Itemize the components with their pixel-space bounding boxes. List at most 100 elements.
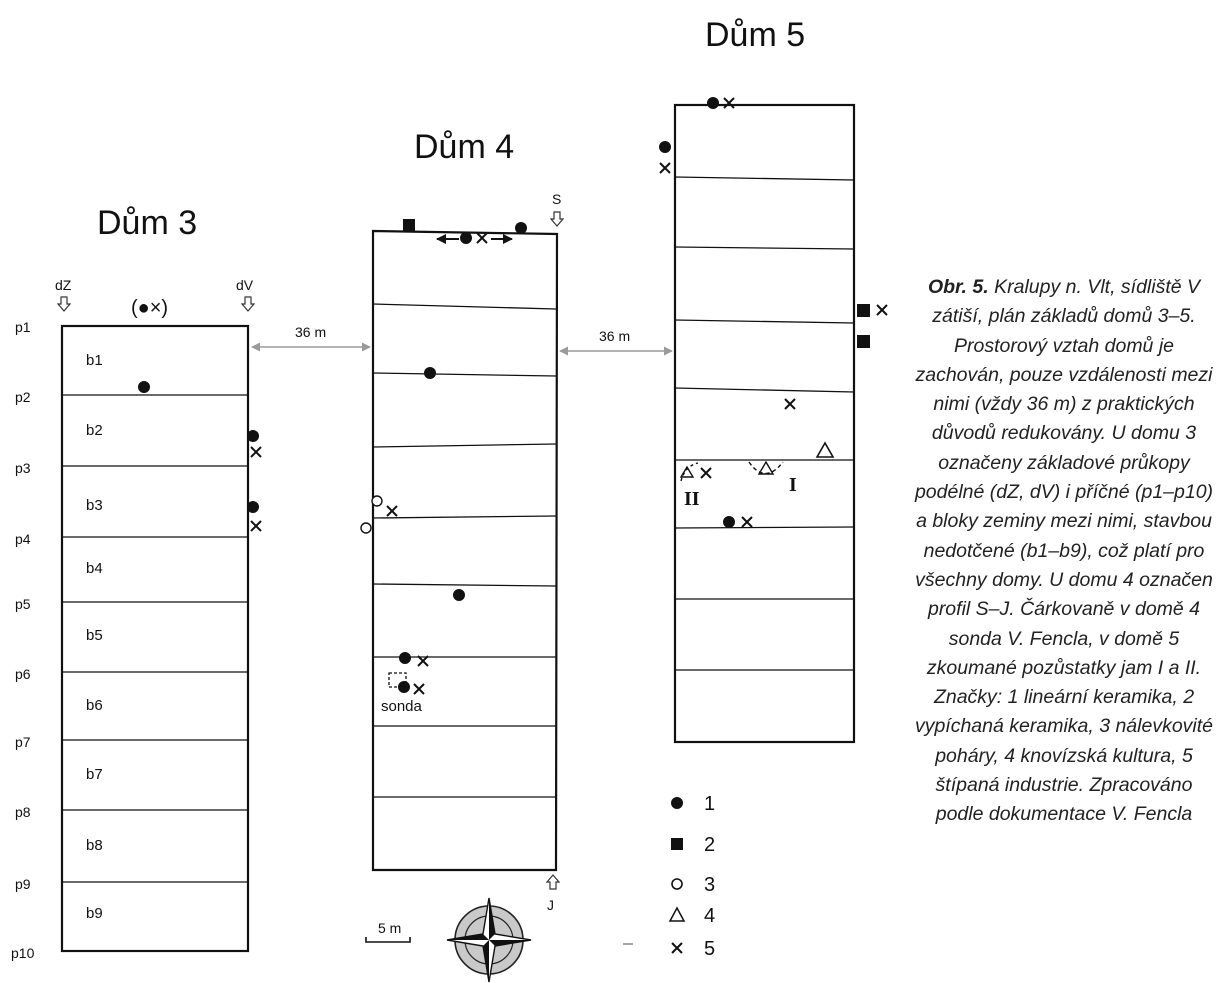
block-label: b2 — [86, 422, 103, 439]
house-5: Dům 5 — [659, 16, 888, 744]
caption-label: Obr. 5. — [927, 276, 989, 298]
filled-circle-icon — [399, 652, 411, 664]
trench-label: p6 — [15, 666, 31, 682]
filled-circle-icon — [671, 797, 683, 809]
caption-text: Kralupy n. Vlt, sídliště V zátiší, plán … — [914, 276, 1214, 826]
compass-icon — [446, 897, 532, 983]
filled-circle-icon — [460, 232, 472, 244]
trench-label: p8 — [15, 804, 31, 820]
legend-label: 2 — [704, 834, 715, 856]
legend-label: 1 — [704, 793, 715, 815]
filled-circle-icon — [659, 141, 671, 153]
house-5-finds — [659, 97, 888, 528]
cross-icon — [250, 520, 262, 532]
house-5-title: Dům 5 — [705, 16, 805, 54]
figure-caption: Obr. 5. Kralupy n. Vlt, sídliště V zátiš… — [910, 273, 1218, 830]
house-4-title: Dům 4 — [414, 128, 514, 166]
open-circle-icon — [360, 522, 372, 534]
trench-label: p5 — [15, 596, 31, 612]
open-triangle-icon — [757, 460, 775, 475]
trench-label: p7 — [15, 734, 31, 750]
cross-icon — [250, 446, 262, 458]
filled-circle-icon — [515, 222, 527, 234]
house-3-title: Dům 3 — [97, 204, 197, 242]
filled-square-icon — [403, 219, 415, 231]
house-4-transverse-trenches — [372, 303, 557, 798]
cross-icon — [671, 942, 683, 954]
transverse-trench-labels: p1 p2 p3 p4 p5 p6 p7 p8 p9 p10 — [11, 319, 35, 961]
block-label: b8 — [86, 837, 103, 854]
trench-label: p4 — [15, 531, 31, 547]
house-3-transverse-trenches — [62, 394, 248, 883]
trench-label: p1 — [15, 319, 31, 335]
house-5-transverse-trenches — [674, 176, 855, 671]
distance-label: 36 m — [295, 324, 326, 340]
filled-circle-icon — [398, 681, 410, 693]
house-3-find-note: (●×) — [131, 297, 168, 319]
block-label: b6 — [86, 697, 103, 714]
trench-label-dz: dZ — [55, 277, 72, 293]
cross-icon — [784, 398, 796, 410]
filled-circle-icon — [138, 381, 150, 393]
trench-label: p9 — [15, 876, 31, 892]
open-circle-icon — [671, 878, 683, 890]
scale-bar-label: 5 m — [378, 920, 401, 936]
open-triangle-icon — [668, 906, 686, 922]
legend-label: 4 — [704, 905, 715, 927]
distance-label: 36 m — [599, 328, 630, 344]
pit-2-outline — [680, 462, 699, 482]
cross-icon — [876, 304, 888, 316]
legend: 1 2 3 4 5 — [668, 793, 715, 960]
house-3-finds — [138, 381, 262, 532]
probe-label: sonda — [381, 698, 423, 715]
block-label: b1 — [86, 352, 103, 369]
open-triangle-icon — [679, 465, 695, 478]
filled-circle-icon — [247, 501, 259, 513]
legend-label: 3 — [704, 874, 715, 896]
house-3: Dům 3 b1 b2 b3 b4 b5 b6 b7 b8 b9 p1 p2 p… — [11, 204, 262, 961]
filled-circle-icon — [707, 97, 719, 109]
pit-label-i: I — [789, 474, 797, 496]
open-triangle-icon — [815, 441, 835, 458]
distance-h3-h4: 36 m — [251, 324, 371, 352]
cross-icon — [741, 516, 753, 528]
cross-icon — [700, 467, 712, 479]
distance-h4-h5: 36 m — [559, 328, 673, 356]
block-label: b3 — [86, 497, 103, 514]
cross-icon — [723, 97, 735, 109]
scale-bar: 5 m — [365, 920, 411, 943]
up-arrow-icon — [546, 874, 560, 890]
trench-label: p3 — [15, 460, 31, 476]
trench-label-dv: dV — [236, 277, 254, 293]
cross-icon — [386, 505, 398, 517]
filled-square-icon — [857, 304, 870, 317]
pit-label-ii: II — [684, 488, 700, 510]
down-arrow-icon — [57, 296, 71, 312]
down-arrow-icon — [241, 296, 255, 312]
profile-label-j: J — [547, 897, 554, 913]
profile-label-s: S — [552, 191, 561, 207]
filled-circle-icon — [424, 367, 436, 379]
house-3-block-labels: b1 b2 b3 b4 b5 b6 b7 b8 b9 — [86, 352, 103, 922]
cross-icon — [417, 655, 429, 667]
open-circle-icon — [371, 495, 383, 507]
cross-icon — [413, 683, 425, 695]
cross-icon — [659, 162, 671, 174]
legend-label: 5 — [704, 938, 715, 960]
block-label: b4 — [86, 560, 103, 577]
house-4-finds — [360, 219, 527, 695]
filled-square-icon — [671, 838, 683, 850]
block-label: b9 — [86, 905, 103, 922]
trench-label: p2 — [15, 389, 31, 405]
block-label: b7 — [86, 766, 103, 783]
house-5-outline — [673, 103, 856, 744]
filled-circle-icon — [453, 589, 465, 601]
down-arrow-icon — [550, 211, 564, 227]
filled-circle-icon — [723, 516, 735, 528]
filled-square-icon — [857, 335, 870, 348]
block-label: b5 — [86, 627, 103, 644]
probe-outline — [388, 672, 407, 688]
house-3-outline — [60, 324, 250, 953]
filled-circle-icon — [247, 430, 259, 442]
